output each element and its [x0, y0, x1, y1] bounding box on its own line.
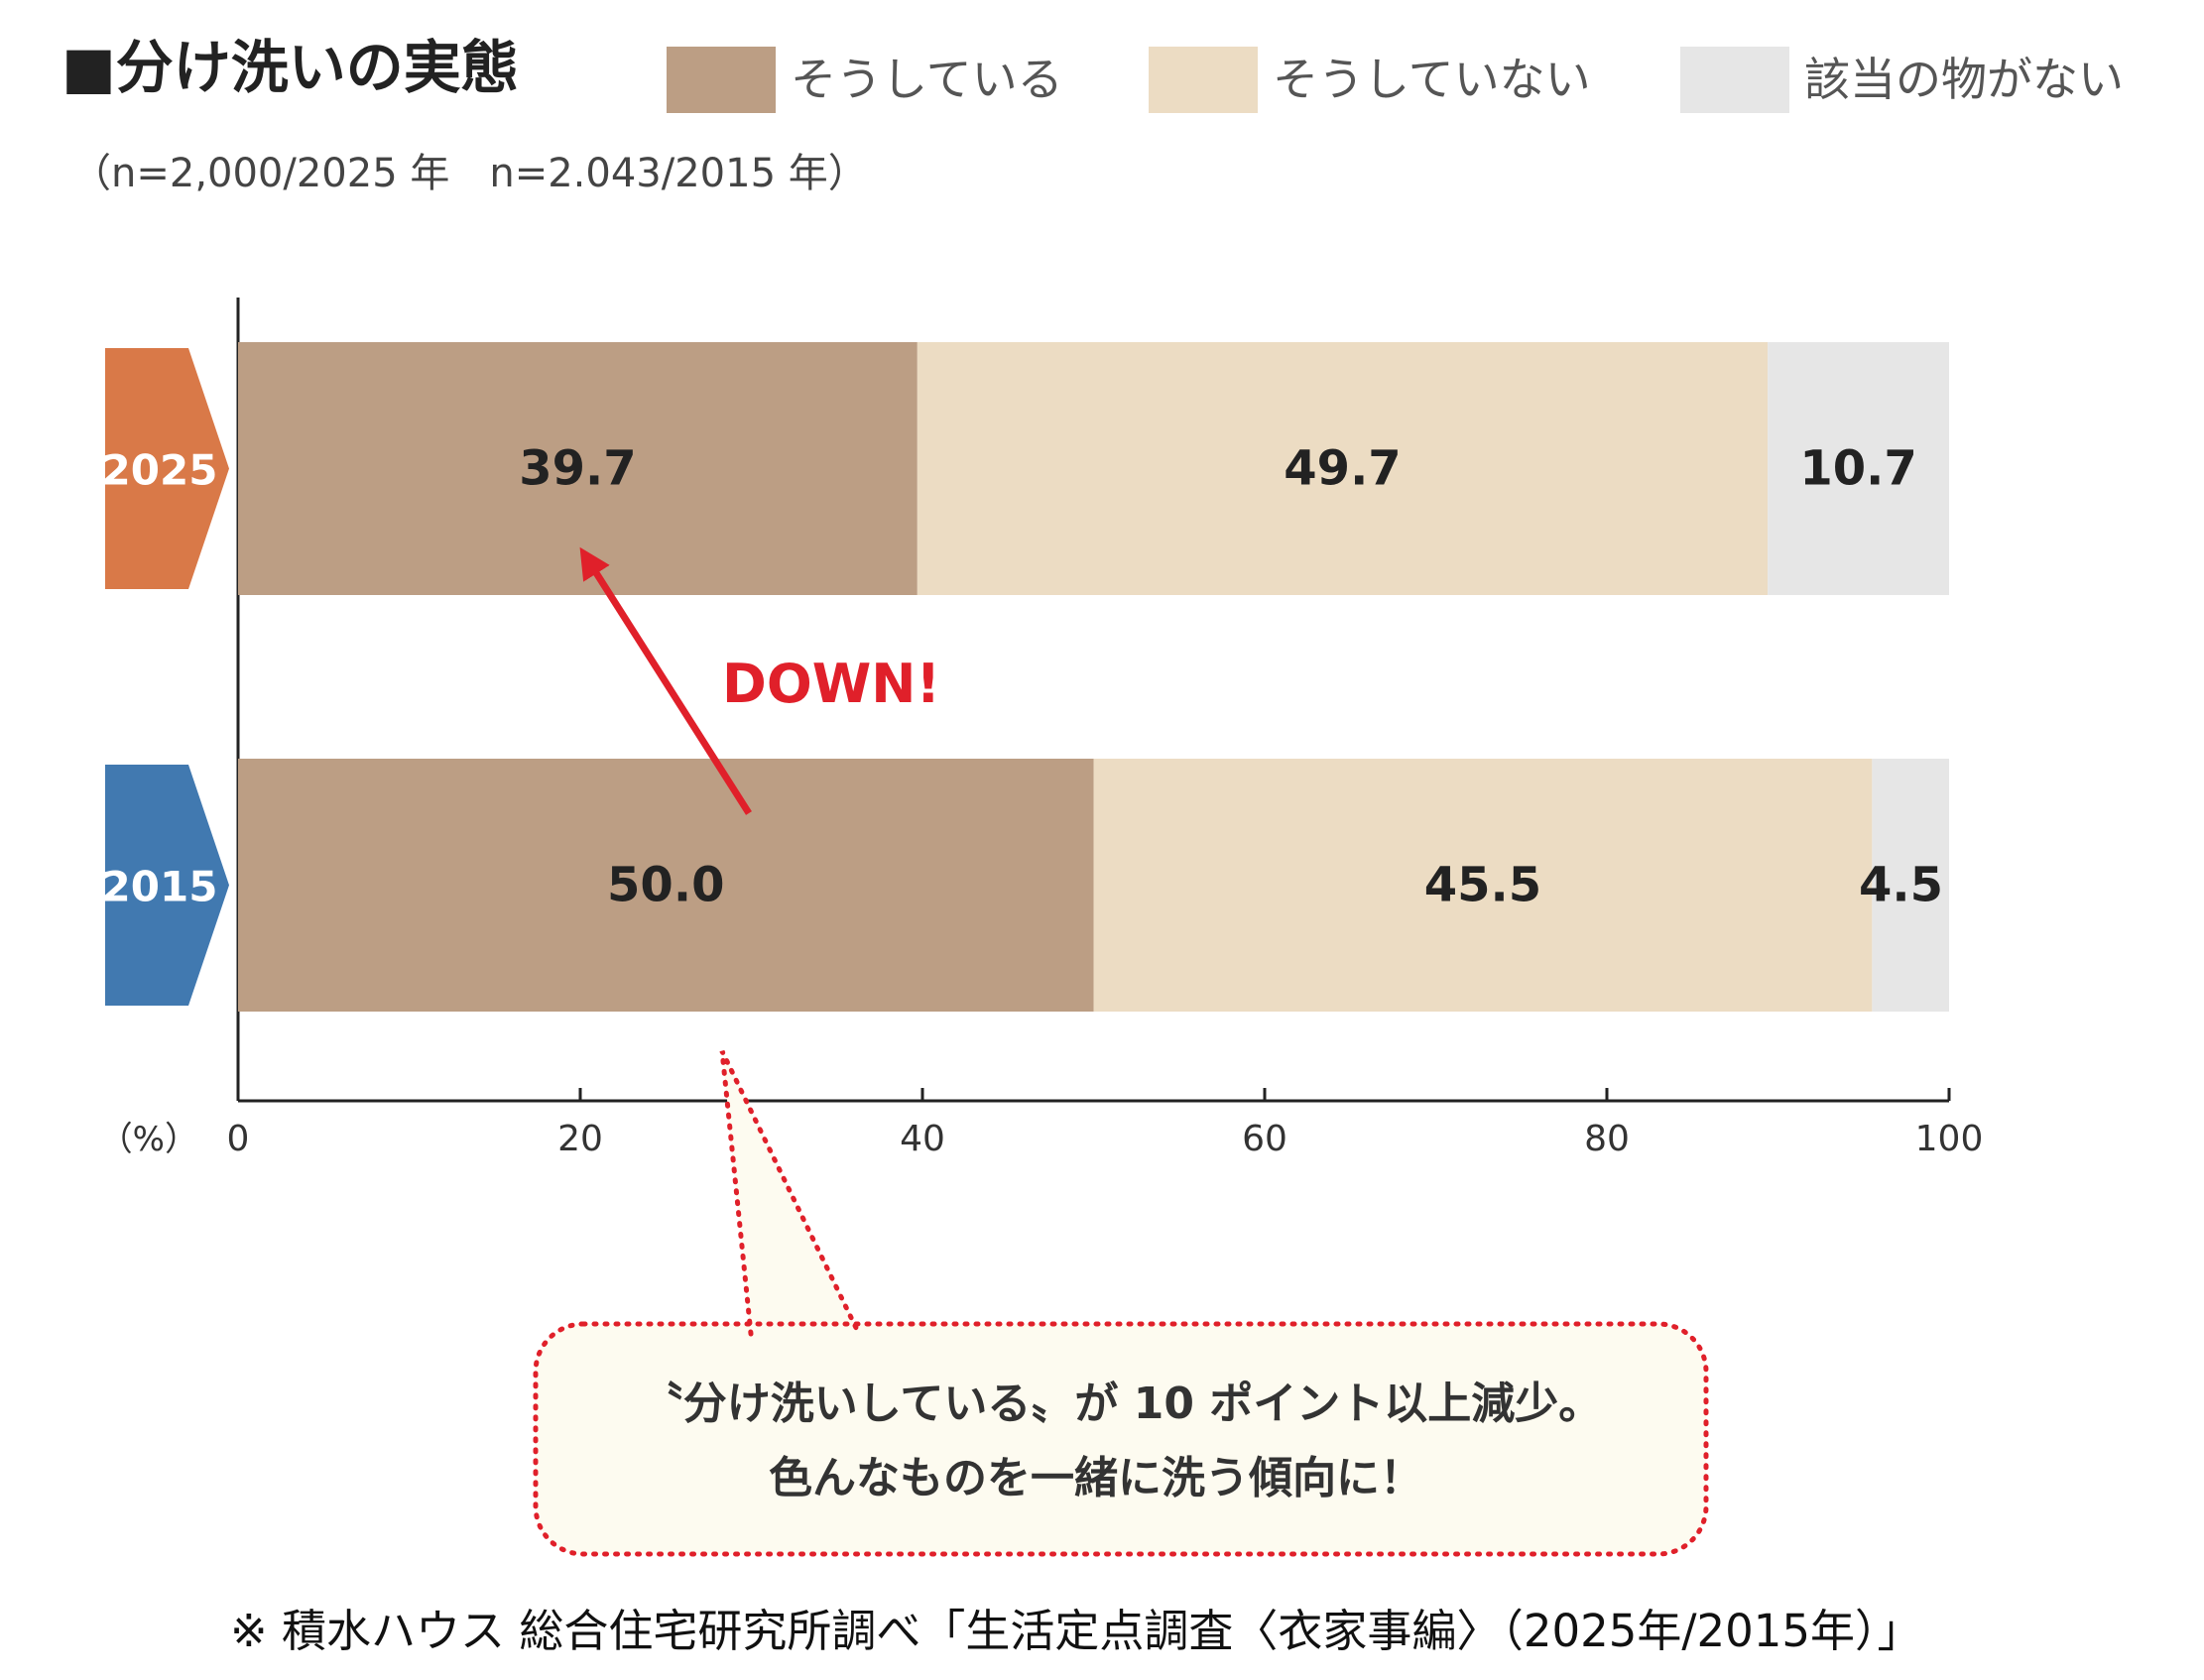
x-tick-label: 0 — [227, 1119, 250, 1159]
category-label: 2025 — [102, 446, 218, 495]
x-tick-label: 40 — [900, 1119, 945, 1159]
legend-swatch — [667, 47, 776, 113]
data-label: 4.5 — [1859, 858, 1943, 913]
down-annotation-label: DOWN! — [722, 653, 940, 715]
category-tag — [105, 348, 229, 589]
legend: そうしている そうしていない 該当の物がない — [667, 47, 2124, 113]
category-label: 2015 — [102, 863, 218, 911]
callout-box — [533, 1321, 1709, 1557]
data-label: 45.5 — [1424, 858, 1541, 913]
bar-segment — [1768, 342, 1949, 595]
x-tick-label: 20 — [557, 1119, 603, 1159]
legend-label: 該当の物がない — [1804, 53, 2124, 106]
bar-segment — [1093, 759, 1873, 1012]
legend-swatch — [1680, 47, 1789, 113]
chart-title: ■分け洗いの実態 — [61, 34, 519, 101]
bar-segment — [917, 342, 1769, 595]
data-label: 49.7 — [1284, 441, 1401, 497]
x-axis-unit-label: （%） — [99, 1120, 198, 1159]
x-tick-label: 60 — [1242, 1119, 1287, 1159]
callout-line-2: 色んなものを一緒に洗う傾向に！ — [769, 1453, 1423, 1503]
source-note: ※ 積水ハウス 総合住宅研究所調べ「生活定点調査〈衣家事編〉（2025年/201… — [230, 1605, 1922, 1657]
data-label: 50.0 — [607, 858, 724, 913]
x-tick-label: 100 — [1915, 1119, 1984, 1159]
bar-segment — [238, 759, 1094, 1012]
down-arrow — [579, 546, 752, 815]
category-tag — [105, 765, 229, 1006]
callout-tail-outline — [719, 1049, 862, 1337]
x-axis-ticks: 0 20 40 60 80 100 — [227, 1088, 1984, 1159]
bar-segment — [1872, 759, 1949, 1012]
legend-label: そうしていない — [1273, 53, 1591, 106]
data-label: 39.7 — [519, 441, 636, 497]
value-labels: 39.7 49.7 10.7 50.0 45.5 4.5 — [519, 441, 1943, 913]
chart-subtitle: （n=2,000/2025 年 n=2.043/2015 年） — [71, 151, 868, 196]
callout-line-1: 〝分け洗いしている〟が 10 ポイント以上減少。 — [640, 1379, 1603, 1429]
category-labels: 2025 2015 — [102, 348, 229, 1006]
bar-segments — [238, 342, 1949, 1012]
legend-swatch — [1149, 47, 1258, 113]
x-tick-label: 80 — [1584, 1119, 1630, 1159]
bar-segment — [238, 342, 918, 595]
data-label: 10.7 — [1799, 441, 1916, 497]
callout-bubble: 〝分け洗いしている〟が 10 ポイント以上減少。 色んなものを一緒に洗う傾向に！ — [533, 1049, 1709, 1557]
legend-label: そうしている — [791, 53, 1063, 106]
